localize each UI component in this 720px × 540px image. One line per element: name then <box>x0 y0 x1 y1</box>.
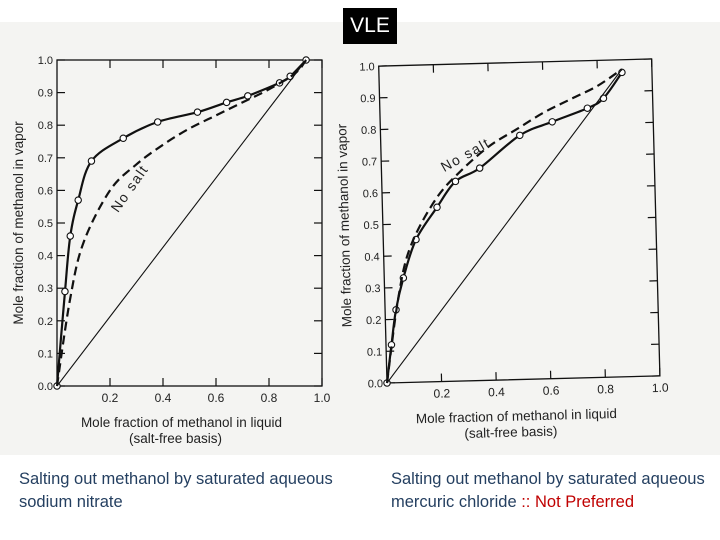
data-point <box>66 232 75 240</box>
y-tick-label: 0.6 <box>38 185 53 197</box>
scanned-figure-area <box>0 22 720 455</box>
y-tick-label: 0.5 <box>363 220 379 232</box>
data-point <box>74 196 82 204</box>
x-axis-sublabel: (salt-free basis) <box>464 424 557 441</box>
y-axis-label: Mole fraction of methanol in vapor <box>335 123 355 327</box>
y-tick-label: 0.0 <box>38 381 53 393</box>
y-tick-label: 0.8 <box>361 125 377 137</box>
y-tick-label: 0.0 <box>368 378 384 390</box>
x-tick-label: 0.2 <box>102 391 119 405</box>
y-tick-label: 0.2 <box>38 316 53 328</box>
diagonal-reference-line <box>386 68 623 384</box>
slide-title: VLE <box>343 8 397 44</box>
data-point <box>451 177 460 186</box>
plot-group: 0.0 0.1 0.2 0.3 0.4 0.5 0.6 0.7 0.8 0.9 1.0 0.2 0.4 0… <box>11 55 331 446</box>
y-tick-label: 0.7 <box>38 153 53 165</box>
x-tick-label: 0.2 <box>433 386 450 400</box>
y-tick-label: 0.4 <box>38 251 53 263</box>
caption-text: Salting out methanol by saturated aqueou… <box>391 470 705 511</box>
plot-group: 0.0 0.1 0.2 0.3 0.4 0.5 0.6 0.7 0.8 0.9 1.0 0.2 0.4 0… <box>335 58 669 441</box>
no-salt-annotation: No salt <box>438 134 493 175</box>
data-point <box>61 287 69 296</box>
caption-sodium-nitrate: Salting out methanol by saturated aqueou… <box>19 468 339 514</box>
x-axis-label: Mole fraction of methanol in liquid <box>81 415 282 430</box>
y-tick-label: 0.3 <box>365 283 381 295</box>
x-tick-label: 0.6 <box>543 383 560 397</box>
data-point <box>516 131 524 140</box>
data-point <box>548 118 556 126</box>
x-axis-label: Mole fraction of methanol in liquid <box>416 406 617 426</box>
no-salt-curve-dashed <box>385 68 623 384</box>
x-tick-label: 0.4 <box>488 385 505 399</box>
salt-curve-solid <box>385 71 623 384</box>
y-tick-label: 0.9 <box>38 88 53 100</box>
diagonal-reference-line <box>56 59 307 387</box>
no-salt-annotation: No salt <box>107 161 151 214</box>
data-point <box>433 203 441 212</box>
y-tick-label: 0.4 <box>364 251 380 263</box>
plot-frame <box>378 58 661 384</box>
caption-mercuric-chloride: Salting out methanol by saturated aqueou… <box>391 468 711 514</box>
vle-chart-sodium-nitrate: 0.0 0.1 0.2 0.3 0.4 0.5 0.6 0.7 0.8 0.9 1.0 0.2 0.4 0… <box>11 55 331 446</box>
y-tick-label: 0.6 <box>363 188 379 200</box>
y-tick-label: 1.0 <box>38 55 53 67</box>
not-preferred-note: :: Not Preferred <box>521 493 635 511</box>
data-point <box>475 164 484 172</box>
data-point <box>193 108 202 116</box>
y-tick-label: 0.7 <box>362 156 378 168</box>
data-point <box>222 98 231 107</box>
caption-text: Salting out methanol by saturated aqueou… <box>19 470 333 511</box>
data-point <box>87 157 96 165</box>
y-tick-label: 0.1 <box>367 346 383 358</box>
y-tick-label: 0.1 <box>38 348 53 360</box>
y-tick-label: 0.3 <box>38 283 53 295</box>
y-tick-label: 0.5 <box>38 218 53 230</box>
x-tick-label: 0.6 <box>208 391 225 405</box>
x-tick-label: 0.8 <box>261 391 278 405</box>
plot-frame <box>56 59 323 387</box>
x-tick-label: 0.8 <box>597 382 614 396</box>
x-tick-label: 0.4 <box>155 391 172 405</box>
x-tick-label: 1.0 <box>314 391 331 405</box>
y-tick-label: 0.8 <box>38 120 53 132</box>
data-point <box>153 118 162 126</box>
y-axis-label: Mole fraction of methanol in vapor <box>11 121 26 325</box>
data-point <box>119 134 128 142</box>
no-salt-curve-dashed <box>55 59 307 387</box>
y-tick-label: 0.2 <box>366 315 382 327</box>
vle-chart-mercuric-chloride: 0.0 0.1 0.2 0.3 0.4 0.5 0.6 0.7 0.8 0.9 1.0 0.2 0.4 0… <box>335 58 669 441</box>
data-point <box>583 104 592 112</box>
data-point <box>244 92 252 100</box>
x-tick-label: 1.0 <box>652 381 669 395</box>
y-tick-label: 1.0 <box>359 61 375 73</box>
y-tick-label: 0.9 <box>360 93 376 105</box>
x-axis-sublabel: (salt-free basis) <box>129 431 222 446</box>
